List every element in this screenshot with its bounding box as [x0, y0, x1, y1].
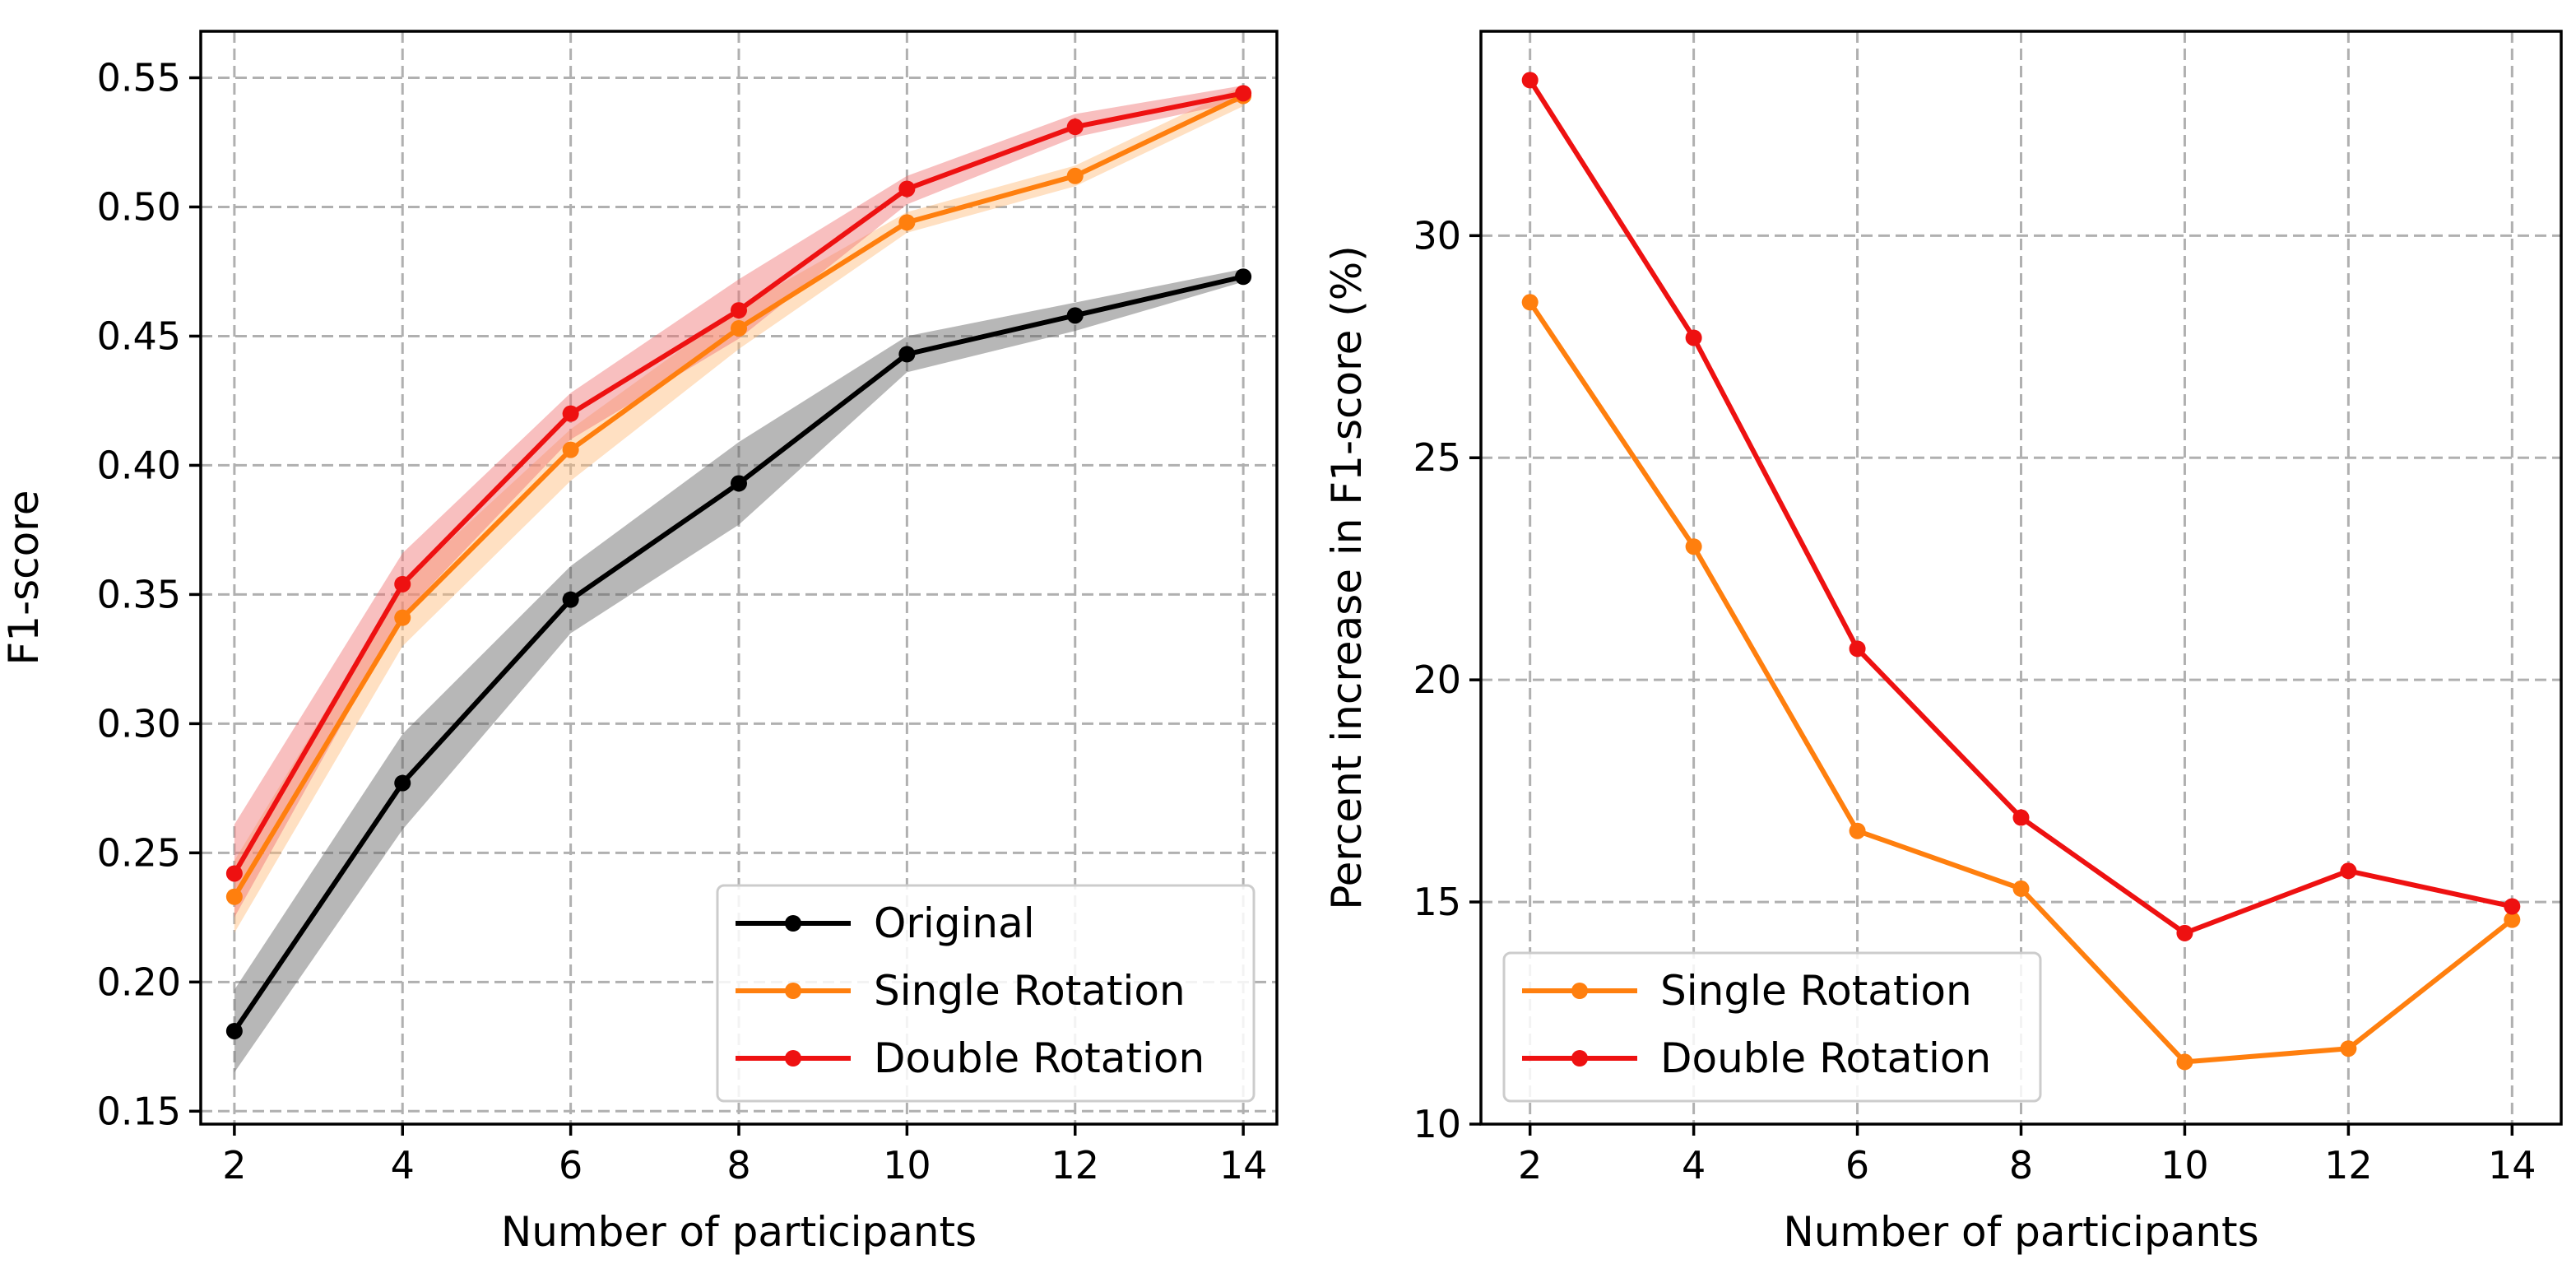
x-tick-label: 8: [2009, 1143, 2033, 1187]
x-tick-label: 6: [1845, 1143, 1869, 1187]
x-tick-label: 8: [726, 1143, 750, 1187]
point-single-rotation: [1521, 294, 1539, 311]
legend-marker-double-rotation: [1571, 1050, 1588, 1067]
point-original: [1235, 268, 1252, 286]
x-tick-label: 6: [559, 1143, 583, 1187]
point-original: [731, 475, 747, 492]
x-tick-label: 12: [1051, 1143, 1099, 1187]
x-tick-label: 12: [2324, 1143, 2373, 1187]
grid: [1481, 31, 2561, 1126]
y-tick-label: 20: [1413, 658, 1461, 702]
point-single-rotation: [2340, 1040, 2357, 1057]
legend-marker-single-rotation: [1571, 983, 1588, 999]
legend-label-single-rotation: Single Rotation: [874, 967, 1186, 1015]
point-double-rotation: [1235, 85, 1252, 102]
x-tick-label: 4: [391, 1143, 415, 1187]
x-tick-label: 14: [2488, 1143, 2537, 1187]
y-tick-label: 0.30: [97, 701, 181, 746]
point-single-rotation: [562, 441, 579, 458]
point-single-rotation: [2012, 880, 2030, 897]
y-tick-label: 10: [1413, 1102, 1461, 1146]
x-tick-label: 10: [883, 1143, 931, 1187]
point-single-rotation: [1849, 822, 1866, 839]
y-axis-label: Percent increase in F1-score (%): [1323, 245, 1371, 910]
y-tick-label: 0.25: [97, 830, 181, 875]
point-double-rotation: [731, 302, 747, 319]
x-tick-label: 14: [1219, 1143, 1268, 1187]
y-tick-label: 0.20: [97, 960, 181, 1004]
y-tick-label: 15: [1413, 880, 1461, 924]
point-single-rotation: [394, 609, 411, 626]
legend: Original Single Rotation Double Rotation: [716, 884, 1256, 1103]
point-double-rotation: [2340, 862, 2357, 880]
y-tick-label: 0.55: [97, 56, 181, 100]
point-double-rotation: [2504, 898, 2521, 915]
x-tick-label: 2: [222, 1143, 246, 1187]
point-double-rotation: [1849, 640, 1866, 658]
point-double-rotation: [225, 865, 243, 882]
legend: Single Rotation Double Rotation: [1502, 951, 2042, 1103]
y-tick-label: 25: [1413, 435, 1461, 480]
y-axis-label: F1-score: [0, 490, 48, 666]
y-tick-label: 0.35: [97, 572, 181, 616]
legend-box: [1502, 951, 2042, 1103]
point-single-rotation: [898, 214, 916, 231]
x-axis-label: Number of participants: [501, 1208, 977, 1256]
point-single-rotation: [1685, 538, 1702, 555]
y-tick-label: 30: [1413, 213, 1461, 258]
x-tick-label: 10: [2161, 1143, 2209, 1187]
point-double-rotation: [394, 575, 411, 593]
point-double-rotation: [1685, 329, 1702, 346]
point-double-rotation: [1066, 119, 1084, 136]
x-axis-label: Number of participants: [1783, 1208, 2258, 1256]
y-tick-label: 0.50: [97, 184, 181, 229]
point-single-rotation: [731, 320, 747, 337]
legend-label-single-rotation: Single Rotation: [1660, 967, 1972, 1015]
x-tick-label: 2: [1518, 1143, 1542, 1187]
f1-score-panel: 2 4 6 8 10 12 14 0.15 0.20 0.25 0.30 0.35 0.40 0.45 0.…: [0, 30, 1279, 1256]
point-original: [898, 346, 916, 363]
point-double-rotation: [562, 405, 579, 422]
legend-label-double-rotation: Double Rotation: [1660, 1034, 1991, 1082]
y-tick-label: 0.45: [97, 314, 181, 358]
point-single-rotation: [225, 888, 243, 905]
legend-box: [716, 884, 1256, 1103]
percent-increase-panel: 2 4 6 8 10 12 14 10 15 20 25 30 Number of participan…: [1323, 30, 2563, 1256]
point-original: [1066, 307, 1084, 324]
legend-marker-double-rotation: [785, 1050, 801, 1067]
point-double-rotation: [898, 180, 916, 198]
point-single-rotation: [1066, 167, 1084, 184]
point-double-rotation: [2012, 809, 2030, 826]
legend-marker-single-rotation: [785, 983, 801, 999]
point-original: [225, 1022, 243, 1039]
legend-marker-original: [785, 915, 801, 932]
point-original: [562, 591, 579, 608]
point-double-rotation: [1521, 72, 1539, 89]
point-single-rotation: [2176, 1053, 2193, 1071]
point-original: [394, 774, 411, 792]
point-double-rotation: [2176, 924, 2193, 941]
y-tick-label: 0.15: [97, 1089, 181, 1133]
y-tick-label: 0.40: [97, 443, 181, 487]
legend-label-original: Original: [874, 899, 1035, 947]
point-single-rotation: [2504, 911, 2521, 928]
legend-label-double-rotation: Double Rotation: [874, 1034, 1204, 1082]
x-tick-label: 4: [1682, 1143, 1706, 1187]
